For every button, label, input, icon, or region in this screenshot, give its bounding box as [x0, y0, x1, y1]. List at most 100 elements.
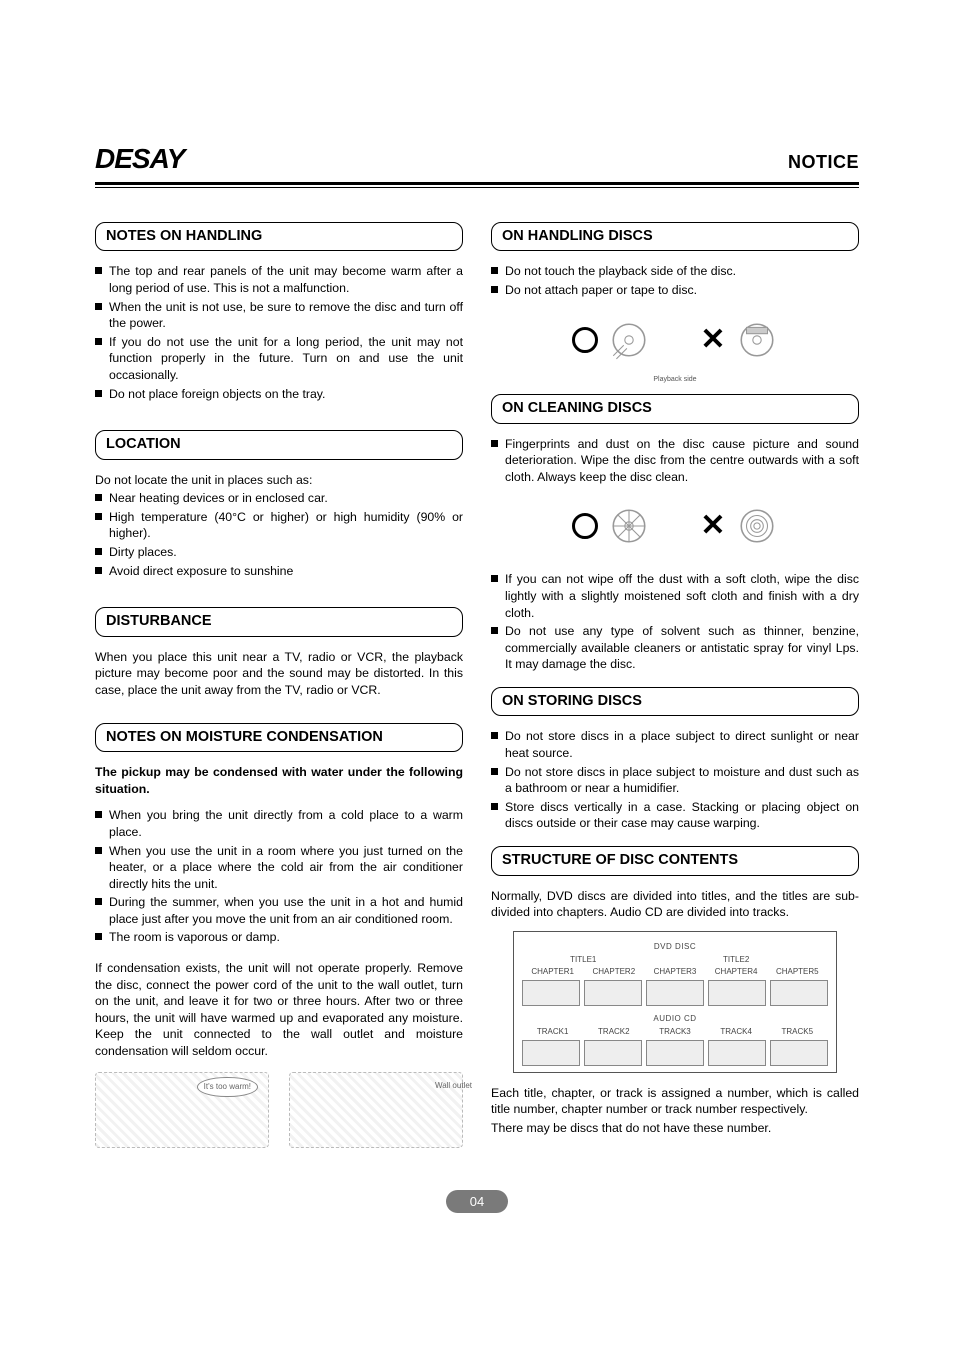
- list-item: Do not touch the playback side of the di…: [491, 263, 859, 280]
- list-item: During the summer, when you use the unit…: [95, 894, 463, 927]
- tile: [708, 1040, 766, 1066]
- cd-track-row: TRACK1 TRACK2 TRACK3 TRACK4 TRACK5: [522, 1027, 828, 1038]
- storing-list: Do not store discs in a place subject to…: [491, 728, 859, 832]
- tile: [646, 1040, 704, 1066]
- cd-tiles: [522, 1040, 828, 1066]
- cd-track: TRACK3: [659, 1027, 691, 1038]
- section-title-condensation: NOTES ON MOISTURE CONDENSATION: [95, 723, 463, 753]
- list-item: Do not attach paper or tape to disc.: [491, 282, 859, 299]
- handling-discs-illustration: ✕: [491, 309, 859, 371]
- list-item: Dirty places.: [95, 544, 463, 561]
- dvd-tiles: [522, 980, 828, 1006]
- list-item: Avoid direct exposure to sunshine: [95, 563, 463, 580]
- location-intro: Do not locate the unit in places such as…: [95, 472, 463, 489]
- list-item: Do not store discs in place subject to m…: [491, 764, 859, 797]
- cd-track: TRACK4: [720, 1027, 752, 1038]
- speech-bubble: It's too warm!: [197, 1077, 258, 1098]
- sketch-wall-outlet: Wall outlet: [289, 1072, 463, 1148]
- left-column: NOTES ON HANDLING The top and rear panel…: [95, 222, 463, 1150]
- cd-header: AUDIO CD: [522, 1014, 828, 1025]
- section-title-location: LOCATION: [95, 430, 463, 460]
- list-item: The top and rear panels of the unit may …: [95, 263, 463, 296]
- structure-tail1: Each title, chapter, or track is assigne…: [491, 1085, 859, 1118]
- dvd-chapter: CHAPTER3: [654, 967, 697, 978]
- handling-list: The top and rear panels of the unit may …: [95, 263, 463, 402]
- list-item: When you bring the unit directly from a …: [95, 807, 463, 840]
- dvd-chapter: CHAPTER5: [776, 967, 819, 978]
- section-title-handling-discs: ON HANDLING DISCS: [491, 222, 859, 252]
- list-item: Near heating devices or in enclosed car.: [95, 490, 463, 507]
- disc-structure-diagram: DVD DISC TITLE1 TITLE2 CHAPTER1 CHAPTER2…: [513, 931, 837, 1073]
- bad-icon: ✕: [700, 511, 725, 541]
- cleaning-illustration: ✕: [491, 495, 859, 557]
- bad-cleaning: ✕: [700, 505, 777, 547]
- dvd-chapter: CHAPTER4: [715, 967, 758, 978]
- bad-icon: ✕: [700, 325, 725, 355]
- structure-intro: Normally, DVD discs are divided into tit…: [491, 888, 859, 921]
- condensation-lead: The pickup may be condensed with water u…: [95, 764, 463, 797]
- condensation-list: When you bring the unit directly from a …: [95, 807, 463, 946]
- cd-track: TRACK2: [598, 1027, 630, 1038]
- brand-logo: DESAY: [95, 140, 184, 178]
- list-item: Store discs vertically in a case. Stacki…: [491, 799, 859, 832]
- condensation-illustration: It's too warm! Wall outlet: [95, 1070, 463, 1150]
- cd-track: TRACK1: [537, 1027, 569, 1038]
- tile: [584, 980, 642, 1006]
- tile: [708, 980, 766, 1006]
- disc-hand-icon: [608, 319, 650, 361]
- tile: [770, 1040, 828, 1066]
- dvd-header: DVD DISC: [522, 942, 828, 953]
- dvd-chapter: CHAPTER2: [592, 967, 635, 978]
- section-title-cleaning: ON CLEANING DISCS: [491, 394, 859, 424]
- structure-tail2: There may be discs that do not have thes…: [491, 1120, 859, 1137]
- page-number: 04: [446, 1190, 508, 1214]
- list-item: Do not store discs in a place subject to…: [491, 728, 859, 761]
- header-right: NOTICE: [788, 150, 859, 174]
- dvd-title: TITLE2: [644, 955, 828, 966]
- list-item: When the unit is not use, be sure to rem…: [95, 299, 463, 332]
- tile: [584, 1040, 642, 1066]
- list-item: High temperature (40°C or higher) or hig…: [95, 509, 463, 542]
- list-item: If you do not use the unit for a long pe…: [95, 334, 463, 384]
- header-underline: [95, 187, 859, 188]
- tile: [522, 980, 580, 1006]
- list-item: Fingerprints and dust on the disc cause …: [491, 436, 859, 486]
- disc-wipe-radial-icon: [608, 505, 650, 547]
- right-column: ON HANDLING DISCS Do not touch the playb…: [491, 222, 859, 1150]
- section-title-structure: STRUCTURE OF DISC CONTENTS: [491, 846, 859, 876]
- list-item: When you use the unit in a room where yo…: [95, 843, 463, 893]
- section-title-disturbance: DISTURBANCE: [95, 607, 463, 637]
- list-item: Do not use any type of solvent such as t…: [491, 623, 859, 673]
- cleaning-list-top: Fingerprints and dust on the disc cause …: [491, 436, 859, 486]
- list-item: Do not place foreign objects on the tray…: [95, 386, 463, 403]
- section-title-storing: ON STORING DISCS: [491, 687, 859, 717]
- good-handling: [572, 319, 650, 361]
- ok-icon: [572, 327, 598, 353]
- condensation-body: If condensation exists, the unit will no…: [95, 960, 463, 1060]
- tile: [522, 1040, 580, 1066]
- cd-track: TRACK5: [782, 1027, 814, 1038]
- tile: [770, 980, 828, 1006]
- section-title-handling: NOTES ON HANDLING: [95, 222, 463, 252]
- disturbance-body: When you place this unit near a TV, radi…: [95, 649, 463, 699]
- handling-discs-list: Do not touch the playback side of the di…: [491, 263, 859, 298]
- list-item: If you can not wipe off the dust with a …: [491, 571, 859, 621]
- sketch-tag: Wall outlet: [435, 1081, 472, 1092]
- dvd-chapter-row: CHAPTER1 CHAPTER2 CHAPTER3 CHAPTER4 CHAP…: [522, 967, 828, 978]
- content-columns: NOTES ON HANDLING The top and rear panel…: [95, 222, 859, 1150]
- bad-handling: ✕: [700, 319, 777, 361]
- tile: [646, 980, 704, 1006]
- sketch-warm-room: It's too warm!: [95, 1072, 269, 1148]
- dvd-title-row: TITLE1 TITLE2: [522, 955, 828, 966]
- list-item: The room is vaporous or damp.: [95, 929, 463, 946]
- disc-wipe-circular-icon: [736, 505, 778, 547]
- ok-icon: [572, 513, 598, 539]
- good-cleaning: [572, 505, 650, 547]
- cleaning-list-bottom: If you can not wipe off the dust with a …: [491, 571, 859, 673]
- playback-side-caption: Playback side: [491, 375, 859, 384]
- location-list: Near heating devices or in enclosed car.…: [95, 490, 463, 579]
- dvd-title: TITLE1: [522, 955, 644, 966]
- page-header: DESAY NOTICE: [95, 140, 859, 185]
- dvd-chapter: CHAPTER1: [531, 967, 574, 978]
- disc-tape-icon: [736, 319, 778, 361]
